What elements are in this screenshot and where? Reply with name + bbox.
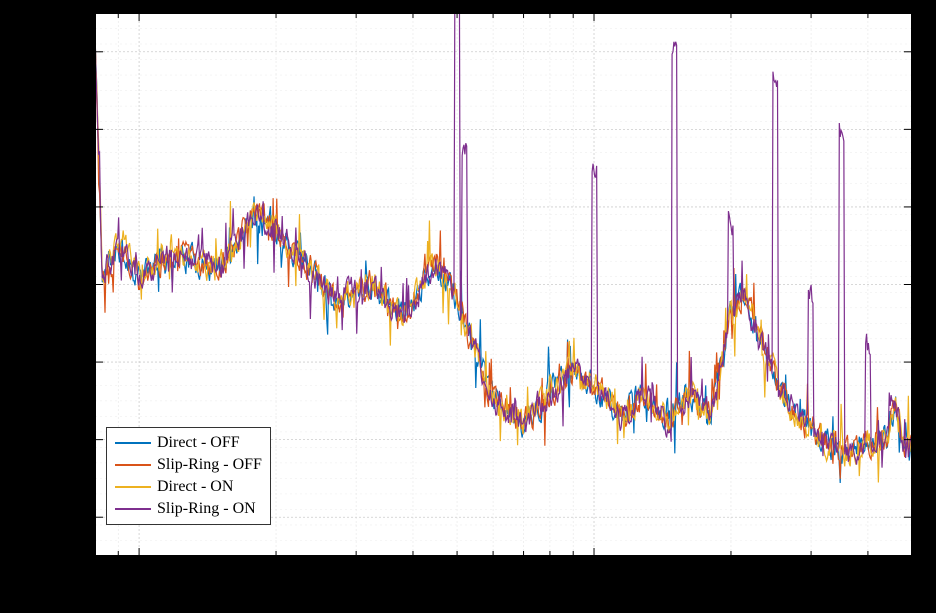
legend-swatch xyxy=(115,442,151,444)
legend-label: Slip-Ring - ON xyxy=(157,500,256,518)
legend-item: Direct - ON xyxy=(115,476,262,498)
legend-swatch xyxy=(115,508,151,510)
legend: Direct - OFF Slip-Ring - OFF Direct - ON Sl… xyxy=(106,427,271,525)
legend-item: Slip-Ring - OFF xyxy=(115,454,262,476)
legend-item: Slip-Ring - ON xyxy=(115,498,262,520)
legend-swatch xyxy=(115,486,151,488)
legend-label: Direct - OFF xyxy=(157,434,240,452)
legend-swatch xyxy=(115,464,151,466)
legend-item: Direct - OFF xyxy=(115,432,262,454)
legend-label: Direct - ON xyxy=(157,478,233,496)
legend-label: Slip-Ring - OFF xyxy=(157,456,262,474)
